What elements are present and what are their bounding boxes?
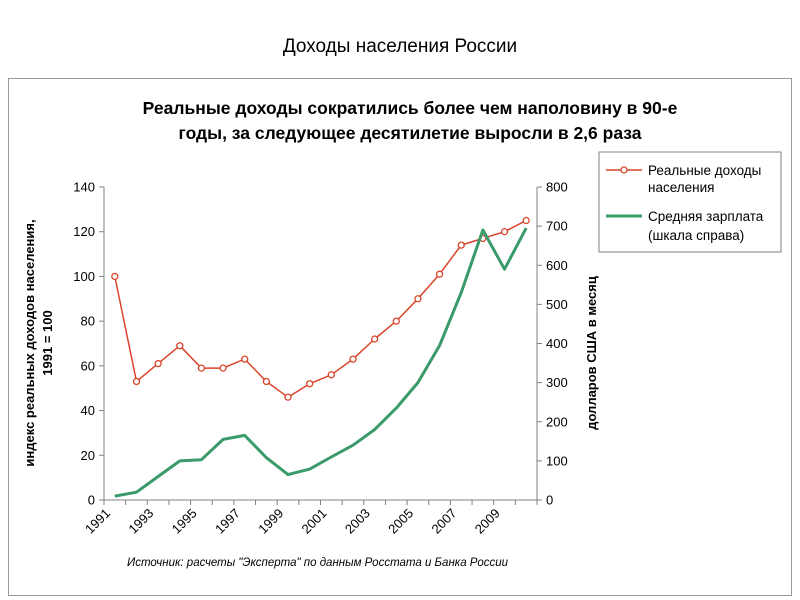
series-point-0 [284,393,292,401]
left-tick-label: 60 [81,358,95,373]
series-point-0 [457,241,465,249]
series-point-0 [435,270,444,278]
series-line-1 [114,227,528,498]
right-tick-label: 300 [546,375,568,390]
x-tick-label: 1991 [82,506,113,537]
x-tick-label: 2009 [472,506,503,537]
x-tick-label: 2005 [385,506,416,537]
legend-label-income-line-1: Реальные доходы [648,163,761,178]
x-tick-label: 2003 [342,506,373,537]
series-layer [111,216,530,498]
x-tick-label: 1993 [125,506,156,537]
right-tick-label: 100 [546,453,568,468]
series-point-0 [392,317,400,325]
series-line-0 [114,219,527,398]
right-tick-label: 700 [546,219,568,234]
series-point-0 [132,377,141,386]
left-tick-label: 20 [81,448,95,463]
series-point-0 [241,355,249,363]
right-tick-label: 800 [546,180,568,195]
legend: Реальные доходы населения Средняя зарпла… [598,151,782,253]
series-point-0 [197,364,206,372]
right-tick-label: 600 [546,258,568,273]
series-point-0 [500,228,509,236]
series-point-0 [262,377,271,386]
left-tick-label: 80 [81,314,95,329]
x-tick-label: 2001 [299,506,330,537]
x-axis-ticks: 1991 1993 1995 1997 1999 2001 2003 2005 2007 2009 [82,500,538,537]
legend-label-salary-line-1: Средняя зарплата [648,209,764,224]
series-point-0 [176,342,184,350]
series-point-0 [306,380,314,388]
series-point-0 [154,359,162,368]
chart-title-line-2: годы, за следующее десятилетие выросли в… [179,123,642,143]
chart-title-line-1: Реальные доходы сократились более чем на… [143,98,678,118]
legend-marker-income [620,166,628,174]
right-axis-label: долларов США в месяц [584,276,599,430]
right-tick-label: 500 [546,297,568,312]
series-point-0 [414,295,422,303]
left-tick-label: 0 [88,493,95,508]
left-axis-ticks: 0 20 40 60 80 100 120 140 [73,180,104,508]
legend-box [598,151,782,253]
source-note: Источник: расчеты "Эксперта" по данным Р… [127,557,509,569]
left-axis-label-line-2: 1991 = 100 [40,310,55,375]
right-tick-label: 200 [546,414,568,429]
right-axis-ticks: 0 100 200 300 400 500 600 700 800 [537,180,568,508]
chart-title: Реальные доходы сократились более чем на… [143,98,678,143]
right-tick-label: 0 [546,493,553,508]
series-point-0 [219,364,227,372]
series-point-0 [522,216,530,225]
left-tick-label: 140 [73,180,95,195]
series-point-0 [349,355,357,363]
x-tick-label: 1997 [212,506,243,537]
x-tick-label: 2007 [428,506,459,537]
right-tick-label: 400 [546,336,568,351]
series-point-0 [370,335,379,343]
legend-label-income-line-2: населения [648,180,714,195]
left-axis-label-line-1: индекс реальных доходов населения, [22,219,37,466]
series-point-0 [111,272,119,281]
left-tick-label: 40 [81,403,95,418]
x-tick-label: 1995 [169,506,200,537]
x-tick-label: 1999 [255,506,286,537]
legend-label-salary-line-2: (шкала справа) [648,228,744,243]
page-title: Доходы населения России [282,36,518,57]
left-tick-label: 100 [73,269,95,284]
left-tick-label: 120 [73,224,95,239]
series-point-0 [327,371,335,379]
chart-frame [8,78,792,596]
